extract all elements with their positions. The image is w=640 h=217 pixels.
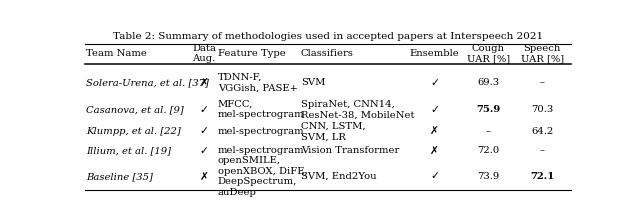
Text: CNN, LSTM,
SVM, LR: CNN, LSTM, SVM, LR xyxy=(301,122,365,141)
Text: ✓: ✓ xyxy=(200,105,209,115)
Text: 69.3: 69.3 xyxy=(477,78,499,87)
Text: ✓: ✓ xyxy=(430,105,439,115)
Text: Table 2: Summary of methodologies used in accepted papers at Interspeech 2021: Table 2: Summary of methodologies used i… xyxy=(113,32,543,41)
Text: ✗: ✗ xyxy=(430,126,439,136)
Text: 72.0: 72.0 xyxy=(477,146,500,155)
Text: 70.3: 70.3 xyxy=(531,105,554,114)
Text: ✓: ✓ xyxy=(200,126,209,136)
Text: –: – xyxy=(486,127,491,136)
Text: openSMILE,
openXBOX, DiFE,
DeepSpectrum,
auDeep: openSMILE, openXBOX, DiFE, DeepSpectrum,… xyxy=(218,156,308,197)
Text: ✗: ✗ xyxy=(430,146,439,156)
Text: SpiraNet, CNN14,
ResNet-38, MobileNet: SpiraNet, CNN14, ResNet-38, MobileNet xyxy=(301,100,414,120)
Text: MFCC,
mel-spectrogram: MFCC, mel-spectrogram xyxy=(218,100,305,120)
Text: 72.1: 72.1 xyxy=(530,172,554,181)
Text: Illium, et al. [19]: Illium, et al. [19] xyxy=(86,146,171,155)
Text: Classifiers: Classifiers xyxy=(301,49,353,58)
Text: Feature Type: Feature Type xyxy=(218,49,285,58)
Text: Casanova, et al. [9]: Casanova, et al. [9] xyxy=(86,105,184,114)
Text: Data
Aug.: Data Aug. xyxy=(192,44,216,63)
Text: ✗: ✗ xyxy=(200,78,209,88)
Text: Baseline [35]: Baseline [35] xyxy=(86,172,153,181)
Text: Speech
UAR [%]: Speech UAR [%] xyxy=(521,44,564,63)
Text: Vision Transformer: Vision Transformer xyxy=(301,146,399,155)
Text: ✓: ✓ xyxy=(430,171,439,181)
Text: 73.9: 73.9 xyxy=(477,172,500,181)
Text: TDNN-F,
VGGish, PASE+: TDNN-F, VGGish, PASE+ xyxy=(218,73,298,93)
Text: Team Name: Team Name xyxy=(86,49,147,58)
Text: ✓: ✓ xyxy=(200,146,209,156)
Text: –: – xyxy=(540,78,545,87)
Text: SVM, End2You: SVM, End2You xyxy=(301,172,376,181)
Text: SVM: SVM xyxy=(301,78,325,87)
Text: 64.2: 64.2 xyxy=(531,127,554,136)
Text: mel-spectrogram: mel-spectrogram xyxy=(218,146,305,155)
Text: ✗: ✗ xyxy=(200,171,209,181)
Text: 75.9: 75.9 xyxy=(476,105,500,114)
Text: –: – xyxy=(540,146,545,155)
Text: Cough
UAR [%]: Cough UAR [%] xyxy=(467,44,510,63)
Text: Solera-Urena, et al. [37]: Solera-Urena, et al. [37] xyxy=(86,78,209,87)
Text: Ensemble: Ensemble xyxy=(410,49,460,58)
Text: Klumpp, et al. [22]: Klumpp, et al. [22] xyxy=(86,127,180,136)
Text: ✓: ✓ xyxy=(430,78,439,88)
Text: mel-spectrogram: mel-spectrogram xyxy=(218,127,305,136)
